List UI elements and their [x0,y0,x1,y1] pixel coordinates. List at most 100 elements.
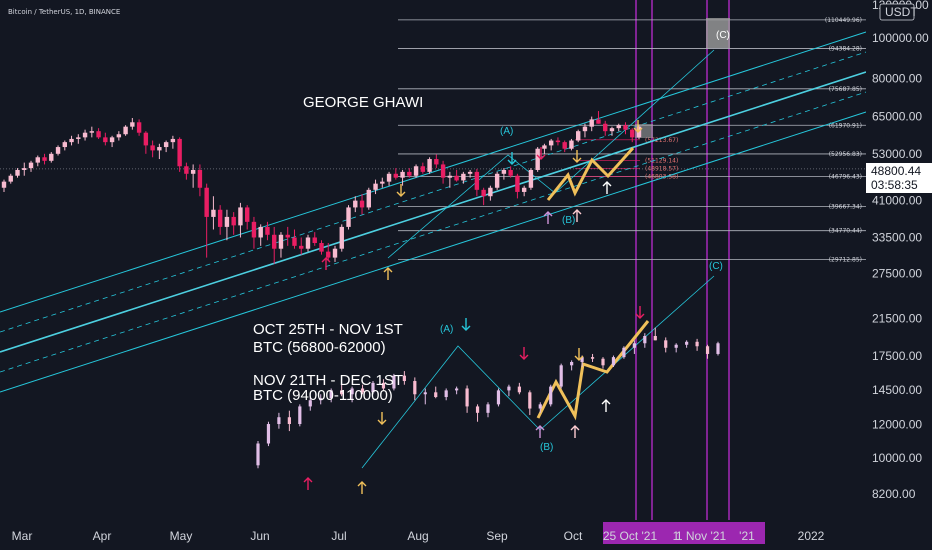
fractal-candle-body [256,443,260,466]
candle-body [272,234,277,249]
arrow-head [303,477,313,483]
arrow-head [570,425,580,431]
candle-body [501,169,507,174]
candle-body [528,169,534,188]
candle-body [22,168,27,170]
candle-body [630,129,635,138]
candle-body [197,169,203,188]
y-tick-label: 21500.00 [872,311,922,325]
candle-body [413,166,419,176]
time-markers [635,0,730,520]
candle-body [596,119,601,124]
fib-level-label: (110449.96) [825,17,862,24]
candle-body [285,234,290,238]
candle-body [49,153,54,161]
x-tick-label: Jun [250,529,269,543]
candle-body [76,137,81,139]
candle-body [319,243,324,252]
x-tick-label: Sep [486,529,508,543]
candle-body [488,187,493,197]
fib-levels: (110449.96) (94384.28) (75687.85) (61970.91… [0,17,866,263]
y-tick-label: 8200.00 [872,487,916,501]
fractal-candle-body [486,404,490,413]
arrow-up-icon [383,267,393,280]
arrow-up-icon [572,209,582,222]
x-tick-label: 1 [673,529,680,543]
candle-body [62,142,67,148]
currency-badge-box[interactable] [879,3,915,21]
pattern-level-label: (48918.57) [645,165,678,172]
fractal-candle-body [340,390,344,395]
time-range-highlight [603,522,765,544]
arrow-down-icon [574,348,584,361]
candle-body [474,171,480,190]
fractal-candle-body [434,392,438,398]
forecast-line-2: BTC (56800-62000) [253,339,386,356]
arrow-head [633,127,643,133]
fractal-candle-body [653,335,657,341]
fractal-candle-body [601,358,605,366]
candle-body [386,173,392,182]
candle-body [278,234,284,249]
pattern-level-label: (57213.67) [645,137,678,144]
candle-body [467,171,473,174]
arrow-down-icon [633,120,643,133]
time-axis[interactable] [0,520,932,550]
arrow-up-icon [602,181,612,194]
bar-countdown: 03:58:35 [871,178,918,192]
author-label: GEORGE GHAWI [303,94,423,111]
price-axis[interactable] [866,0,932,550]
x-tick-label: Mar [12,529,33,543]
arrow-head [507,159,517,165]
y-tick-label: 10000.00 [872,451,922,465]
y-tick-label: 27500.00 [872,266,922,280]
price-axis-ticks: 120000.00100000.0080000.0065000.0053000.… [872,0,929,501]
candle-body [603,123,608,132]
fractal-candle-body [329,390,333,399]
candle-body [346,207,351,227]
candle-body [184,166,189,174]
currency-label: USDT [885,5,918,19]
candle-body [190,169,196,174]
fractal-candle-body [444,390,448,398]
fractal-candle-body [664,340,668,348]
candle-body [332,248,338,258]
candle-body [211,209,216,217]
wave-c-label-bottom: (C) [709,261,723,272]
pattern-level-label: (51129.14) [645,157,678,164]
fractal-candle-body [475,406,480,413]
fractal-candle-body [287,417,291,425]
candle-body [224,216,230,227]
arrow-down-icon [536,147,546,160]
fractal-candle-body [277,417,281,425]
forecast-line-1: OCT 25TH - NOV 1ST [253,321,403,338]
fractal-candle-body [632,343,636,348]
arrow-down-icon [507,152,517,165]
forecast-line-3: NOV 21TH - DEC 1ST [253,372,403,389]
fib-level-label: (46796.43) [829,174,862,181]
candle-body [1,181,7,188]
currency-badge[interactable]: USDT [879,3,918,21]
arrow-up-icon [535,425,545,438]
candle-body [217,209,223,227]
fractal-candle-body [308,400,312,407]
candle-body [143,132,149,146]
candle-body [542,145,547,149]
fib-level-label: (52956.83) [829,151,862,158]
candle-body [393,173,399,178]
arrow-head [572,157,582,163]
candle-body [42,157,47,161]
fractal-candle-body [381,382,386,389]
arrow-down-icon [461,318,471,331]
fractal-candle-body [611,357,616,366]
x-tick-label: Jul [331,529,346,543]
candle-body [28,162,34,169]
fractal-candle-body [517,386,521,393]
candle-body [623,125,628,130]
candle-body [461,173,466,181]
x-tick-label: Apr [93,529,112,543]
arrow-head [574,355,584,361]
fractal-candle-body [590,357,595,359]
fractal-candle-body [695,341,699,347]
